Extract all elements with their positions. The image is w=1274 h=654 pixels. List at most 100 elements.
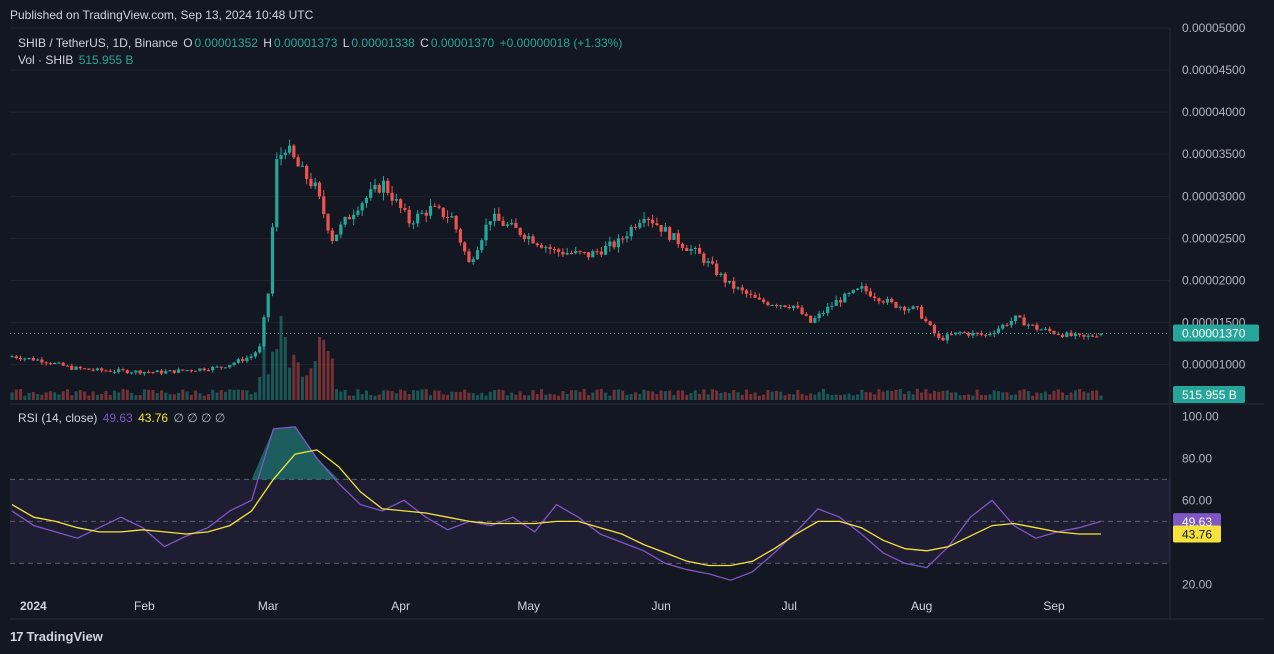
- volume-bar: [296, 362, 300, 400]
- candle-body: [877, 298, 881, 302]
- volume-bar: [130, 392, 134, 400]
- volume-bar: [561, 391, 565, 400]
- candle-body: [399, 199, 403, 208]
- volume-bar: [19, 389, 23, 400]
- candle-body: [975, 332, 979, 334]
- candle-body: [266, 293, 270, 318]
- candle-body: [552, 249, 556, 251]
- candle-body: [65, 365, 70, 367]
- volume-bar: [36, 394, 40, 400]
- volume-bar: [125, 389, 129, 400]
- candle-body: [356, 210, 360, 215]
- volume-bar: [962, 395, 966, 400]
- candle-body: [928, 321, 932, 326]
- volume-bar: [954, 392, 958, 400]
- candle-body: [1013, 315, 1018, 321]
- candle-body: [544, 247, 548, 249]
- candle-body: [74, 366, 78, 370]
- volume-bar: [1069, 392, 1073, 400]
- volume-bar: [1082, 391, 1086, 400]
- candle-body: [270, 227, 275, 294]
- symbol-label[interactable]: SHIB / TetherUS, 1D, Binance: [18, 36, 178, 50]
- volume-bar: [826, 393, 830, 400]
- volume-bar: [1022, 389, 1026, 400]
- candle-body: [732, 281, 736, 289]
- candle-body: [373, 184, 377, 190]
- volume-bar: [920, 392, 924, 400]
- candle-body: [1026, 324, 1030, 326]
- rsi-ma-line: [11, 449, 1101, 567]
- candle-body: [646, 219, 650, 221]
- candle-body: [91, 369, 95, 371]
- candle-body: [984, 334, 988, 336]
- candle-body: [616, 238, 621, 248]
- volume-bar: [945, 390, 949, 400]
- volume-bar: [288, 367, 292, 400]
- volume-bar: [300, 376, 304, 400]
- volume-bar: [651, 391, 655, 400]
- candle-body: [954, 332, 958, 335]
- candle-body: [800, 307, 804, 315]
- volume-bar: [638, 393, 642, 400]
- volume-bar: [800, 393, 804, 400]
- time-tick-label: 2024: [20, 599, 47, 613]
- volume-bar: [1043, 391, 1047, 400]
- candle-body: [902, 306, 907, 311]
- candle-body: [689, 248, 693, 251]
- candle-body: [232, 362, 236, 365]
- volume-bar: [997, 391, 1001, 400]
- candle-body: [189, 370, 193, 372]
- volume-bar: [1086, 392, 1090, 400]
- price-tick-label: 0.00001000: [1182, 358, 1246, 372]
- volume-bar: [557, 395, 561, 400]
- volume-label[interactable]: Vol · SHIB: [18, 53, 74, 67]
- volume-bar: [155, 393, 159, 400]
- candle-body: [676, 233, 680, 245]
- rsi-ma-tag: [1173, 525, 1221, 543]
- tradingview-logo[interactable]: 17 TradingView: [10, 629, 103, 644]
- volume-bar: [514, 394, 518, 400]
- candle-body: [864, 286, 868, 292]
- volume-bar: [104, 390, 108, 400]
- volume-bar: [437, 390, 441, 400]
- volume-bar: [873, 394, 877, 400]
- candle-body: [898, 306, 902, 308]
- candle-body: [518, 228, 522, 235]
- candle-body: [168, 370, 172, 372]
- candle-body: [821, 313, 826, 315]
- candle-body: [420, 212, 424, 214]
- high-label: H: [263, 36, 272, 50]
- candle-body: [894, 302, 898, 308]
- time-tick-label: Feb: [134, 599, 155, 613]
- rsi-label[interactable]: RSI (14, close): [18, 411, 98, 425]
- candle-body: [851, 289, 855, 294]
- candle-body: [565, 252, 569, 255]
- volume-bar: [279, 316, 283, 400]
- candle-body: [40, 359, 44, 363]
- candle-body: [104, 370, 108, 372]
- candle-body: [1065, 332, 1069, 337]
- volume-bar: [838, 394, 842, 400]
- candle-body: [381, 180, 386, 193]
- volume-bar: [40, 394, 44, 400]
- candle-body: [890, 298, 894, 303]
- volume-bar: [322, 339, 326, 400]
- candle-body: [437, 206, 441, 208]
- volume-bar: [732, 389, 736, 400]
- volume-bar: [382, 390, 386, 400]
- volume-bar: [719, 392, 723, 400]
- candle-body: [1073, 333, 1077, 336]
- volume-bar: [369, 395, 373, 400]
- candle-body: [78, 366, 82, 369]
- volume-bar: [612, 389, 616, 400]
- volume-value: 515.955 B: [78, 53, 134, 67]
- volume-bar: [317, 336, 321, 400]
- candle-body: [501, 220, 505, 226]
- volume-bar: [1065, 395, 1069, 400]
- volume-bar: [941, 390, 945, 400]
- volume-bar: [599, 388, 603, 400]
- volume-bar: [335, 389, 339, 400]
- volume-bar: [1095, 390, 1099, 400]
- candle-body: [907, 308, 911, 311]
